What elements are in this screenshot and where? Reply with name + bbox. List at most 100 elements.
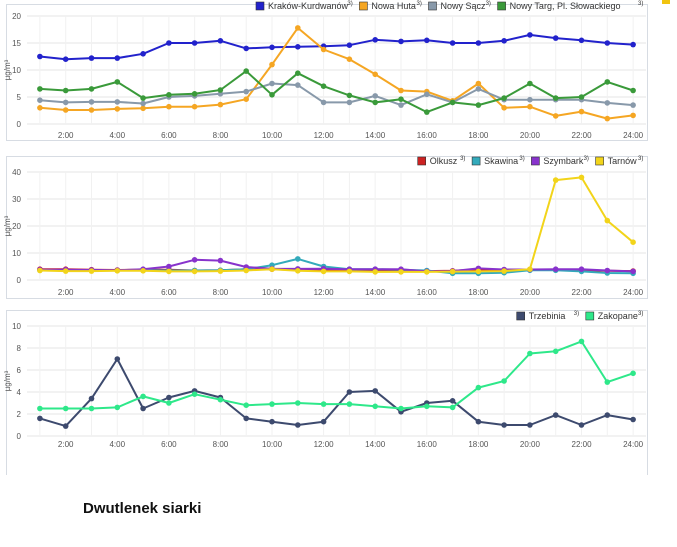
data-point bbox=[37, 105, 43, 111]
data-point bbox=[552, 95, 559, 101]
chart-panel-3: 0 2 4 6 8 10 2:00 4:00 6:00 8:00 10:00 12:00 14:00 16… bbox=[0, 308, 677, 476]
legend-label-sup: 3) bbox=[519, 156, 524, 162]
data-point bbox=[527, 103, 533, 110]
data-point bbox=[269, 61, 275, 68]
data-point bbox=[243, 45, 249, 52]
data-point bbox=[295, 422, 301, 428]
x-tick-label: 12:00 bbox=[314, 131, 335, 140]
data-point bbox=[37, 86, 43, 92]
data-point bbox=[269, 44, 275, 51]
data-point bbox=[140, 95, 146, 101]
data-point bbox=[37, 405, 43, 412]
data-point bbox=[217, 101, 224, 108]
legend-label: Szymbark bbox=[543, 156, 584, 166]
legend-label: Zakopane bbox=[598, 311, 638, 321]
data-point bbox=[114, 106, 121, 112]
data-point bbox=[527, 96, 533, 103]
legend-label: Nowa Huta bbox=[371, 1, 416, 11]
x-tick-label: 8:00 bbox=[213, 440, 229, 449]
legend-label: Nowy Sącz bbox=[441, 1, 487, 11]
legend-item-szymbark: Szymbark 3) bbox=[531, 156, 589, 166]
series-line-tarnów bbox=[39, 176, 634, 273]
series-line-nowa-huta bbox=[39, 26, 634, 120]
data-point bbox=[398, 96, 404, 102]
x-tick-label: 18:00 bbox=[468, 131, 489, 140]
series-line-kraków-kurdwanów bbox=[39, 33, 634, 61]
data-point bbox=[372, 71, 379, 78]
data-point bbox=[475, 384, 482, 391]
data-point bbox=[501, 105, 507, 111]
data-point bbox=[295, 400, 301, 406]
x-tick-label: 20:00 bbox=[520, 440, 541, 449]
data-point bbox=[449, 398, 456, 404]
y-tick-label: 10 bbox=[12, 249, 21, 258]
data-point bbox=[114, 268, 121, 274]
data-point bbox=[191, 91, 198, 97]
data-point bbox=[346, 401, 353, 407]
legend-swatch bbox=[531, 156, 540, 166]
y-tick-label: 5 bbox=[17, 93, 22, 102]
y-tick-label: 0 bbox=[17, 432, 22, 441]
x-tick-label: 24:00 bbox=[623, 440, 644, 449]
x-tick-label: 10:00 bbox=[262, 288, 283, 297]
x-tick-label: 12:00 bbox=[314, 288, 335, 297]
data-point bbox=[346, 99, 353, 106]
corner-accent-mark bbox=[662, 0, 670, 4]
y-axis-label: µg/m³ bbox=[3, 215, 12, 236]
legend-label: Nowy Targ, Pl. Słowackiego bbox=[510, 1, 621, 11]
y-tick-label: 20 bbox=[12, 222, 21, 231]
x-tick-label: 4:00 bbox=[109, 440, 125, 449]
legend-swatch bbox=[255, 1, 265, 11]
series-line-trzebinia bbox=[39, 358, 634, 428]
data-point bbox=[604, 267, 611, 274]
data-point bbox=[501, 38, 507, 44]
data-point bbox=[527, 422, 533, 428]
y-tick-label: 10 bbox=[12, 322, 21, 331]
x-tick-label: 6:00 bbox=[161, 288, 177, 297]
data-point bbox=[243, 402, 249, 408]
data-point bbox=[449, 99, 456, 106]
legend-item-skawina: Skawina 3) bbox=[471, 156, 525, 166]
data-point bbox=[372, 403, 379, 410]
data-point bbox=[243, 68, 249, 74]
data-point bbox=[269, 80, 275, 87]
legend: Tarnów 3)Szymbark 3)Skawina 3)Olkusz 3) bbox=[417, 156, 643, 166]
data-point bbox=[269, 418, 275, 425]
data-point bbox=[346, 42, 353, 48]
data-point bbox=[527, 266, 533, 272]
data-point bbox=[62, 56, 69, 62]
x-tick-label: 2:00 bbox=[58, 288, 74, 297]
legend-item-nowy-targ-pl-słowackiego: Nowy Targ, Pl. Słowackiego 3) bbox=[497, 1, 643, 11]
data-point bbox=[578, 338, 585, 345]
data-point bbox=[320, 268, 327, 275]
x-tick-label: 24:00 bbox=[623, 131, 644, 140]
data-point bbox=[372, 93, 379, 99]
data-point bbox=[88, 405, 95, 412]
x-tick-label: 22:00 bbox=[572, 131, 593, 140]
data-point bbox=[217, 87, 224, 93]
x-tick-label: 4:00 bbox=[109, 131, 125, 140]
data-point bbox=[37, 415, 43, 422]
data-point bbox=[88, 99, 95, 105]
data-point bbox=[140, 100, 146, 107]
data-point bbox=[166, 263, 172, 270]
x-tick-label: 20:00 bbox=[520, 288, 541, 297]
y-axis-label: µg/m³ bbox=[3, 370, 12, 391]
data-point bbox=[166, 400, 172, 406]
x-tick-label: 14:00 bbox=[365, 440, 386, 449]
data-point bbox=[552, 412, 559, 418]
data-point bbox=[243, 267, 249, 274]
data-point bbox=[295, 25, 301, 31]
data-point bbox=[166, 92, 172, 98]
data-point bbox=[243, 88, 249, 95]
chart-frame bbox=[6, 156, 648, 299]
x-tick-label: 10:00 bbox=[262, 440, 283, 449]
data-point bbox=[140, 405, 146, 412]
data-point bbox=[295, 268, 301, 274]
data-point bbox=[527, 350, 533, 357]
y-tick-label: 2 bbox=[17, 410, 22, 419]
chart-frame bbox=[6, 4, 648, 141]
data-point bbox=[578, 174, 585, 181]
data-point bbox=[114, 79, 121, 85]
legend-swatch bbox=[359, 1, 368, 11]
